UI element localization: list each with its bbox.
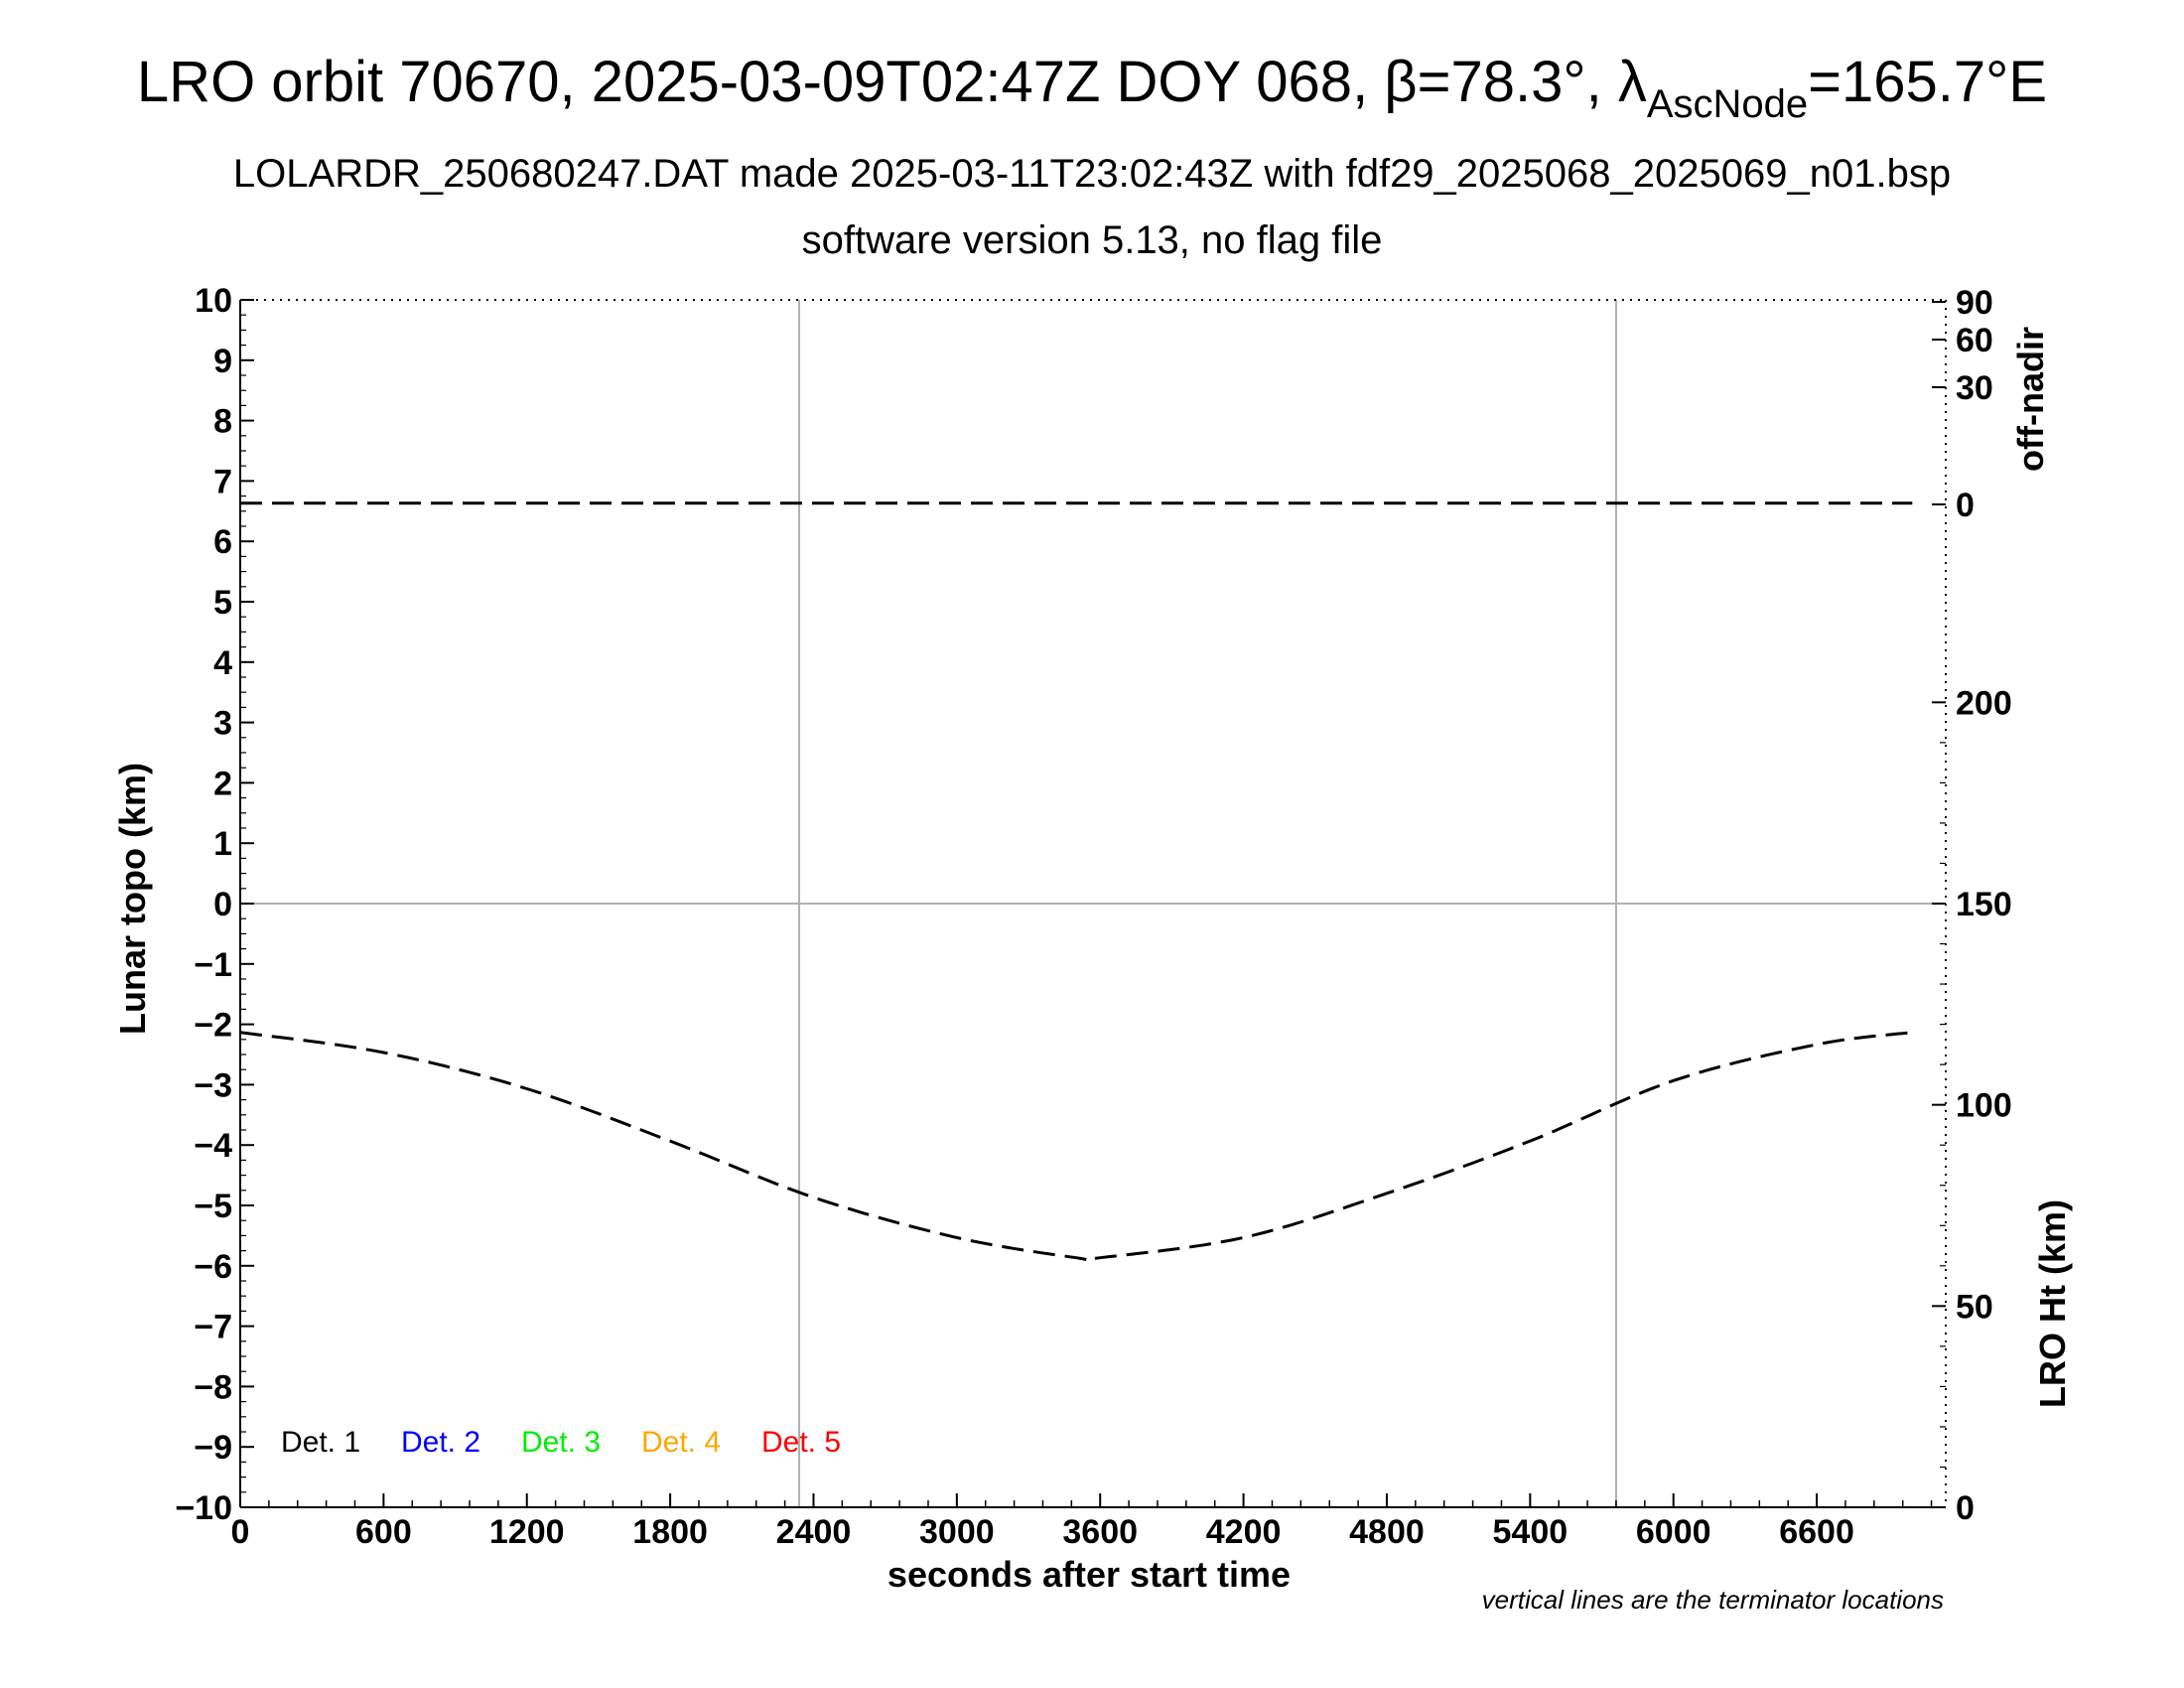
off-nadir-tick-label: 60 — [1956, 322, 1993, 359]
lro-height-tick-label: 50 — [1956, 1288, 1993, 1326]
x-tick-label: 4800 — [1349, 1513, 1425, 1551]
chart-title-main: LRO orbit 70670, 2025-03-09T02:47Z DOY 0… — [137, 50, 1647, 114]
y-axis-label-lro-height: LRO Ht (km) — [2032, 1199, 2073, 1408]
y-tick-label-left: −8 — [194, 1368, 232, 1406]
x-tick-label: 600 — [355, 1513, 412, 1551]
y-tick-label-left: −10 — [175, 1489, 232, 1527]
y-tick-label-left: 8 — [213, 403, 232, 441]
lro-height-series-line — [239, 1031, 1913, 1262]
legend-item-det2: Det. 2 — [401, 1426, 480, 1459]
y-tick-label-left: −3 — [194, 1066, 232, 1104]
y-tick-label-left: −2 — [194, 1007, 232, 1045]
y-tick-label-left: −6 — [194, 1248, 232, 1286]
x-tick-label: 3600 — [1062, 1513, 1138, 1551]
y-tick-label-left: 6 — [213, 523, 232, 561]
off-nadir-tick-label: 0 — [1956, 487, 1975, 524]
y-tick-label-left: 2 — [213, 765, 232, 802]
y-tick-label-left: 5 — [213, 584, 232, 622]
y-axis-label-left: Lunar topo (km) — [112, 763, 153, 1035]
y-tick-label-left: −5 — [194, 1188, 232, 1225]
y-tick-label-left: −9 — [194, 1429, 232, 1467]
x-tick-label: 6600 — [1779, 1513, 1854, 1551]
x-tick-label: 3000 — [919, 1513, 995, 1551]
legend-item-det1: Det. 1 — [281, 1426, 360, 1459]
x-axis-label: seconds after start time — [887, 1554, 1291, 1595]
lro-height-tick-label: 100 — [1956, 1087, 2012, 1125]
x-tick-label: 0 — [231, 1513, 250, 1551]
series-layer — [239, 501, 1913, 1262]
x-tick-label: 2400 — [776, 1513, 852, 1551]
off-nadir-tick-label: 30 — [1956, 369, 1993, 407]
y-tick-label-left: 0 — [213, 886, 232, 923]
x-tick-label: 1200 — [489, 1513, 565, 1551]
tick-layer: 0 600 1200 1800 2400 3000 3600 4200 4800 5400 6000… — [175, 282, 2011, 1551]
lro-height-tick-label: 150 — [1956, 886, 2012, 923]
y-tick-label-left: 4 — [213, 644, 232, 682]
chart-title: LRO orbit 70670, 2025-03-09T02:47Z DOY 0… — [137, 50, 2047, 126]
y-tick-label-left: 1 — [213, 825, 232, 863]
x-tick-label: 4200 — [1206, 1513, 1282, 1551]
chart-subtitle-file: LOLARDR_250680247.DAT made 2025-03-11T23… — [233, 152, 1951, 196]
legend-item-det3: Det. 3 — [521, 1426, 601, 1459]
y-axis-label-off-nadir: off-nadir — [2010, 327, 2051, 472]
legend: Det. 1 Det. 2 Det. 3 Det. 4 Det. 5 — [281, 1426, 841, 1459]
lro-height-tick-label: 200 — [1956, 684, 2012, 722]
y-tick-label-left: −1 — [194, 946, 232, 984]
grid-layer — [240, 300, 1946, 1507]
x-tick-label: 1800 — [632, 1513, 708, 1551]
chart-title-subscript: AscNode — [1647, 82, 1808, 126]
y-tick-label-left: −4 — [194, 1127, 232, 1165]
y-tick-label-left: −7 — [194, 1309, 232, 1346]
y-tick-label-left: 3 — [213, 705, 232, 743]
off-nadir-tick-label: 90 — [1956, 284, 1993, 322]
chart-subtitle-software: software version 5.13, no flag file — [802, 218, 1383, 262]
y-tick-label-left: 7 — [213, 463, 232, 500]
legend-item-det4: Det. 4 — [641, 1426, 721, 1459]
lro-height-tick-label: 0 — [1956, 1489, 1975, 1527]
y-tick-label-left: 9 — [213, 343, 232, 380]
x-tick-label: 6000 — [1636, 1513, 1711, 1551]
chart-title-suffix: =165.7°E — [1808, 50, 2047, 114]
x-tick-label: 5400 — [1493, 1513, 1569, 1551]
terminator-note: vertical lines are the terminator locati… — [1482, 1585, 1944, 1615]
y-tick-label-left: 10 — [195, 282, 232, 320]
legend-item-det5: Det. 5 — [761, 1426, 841, 1459]
